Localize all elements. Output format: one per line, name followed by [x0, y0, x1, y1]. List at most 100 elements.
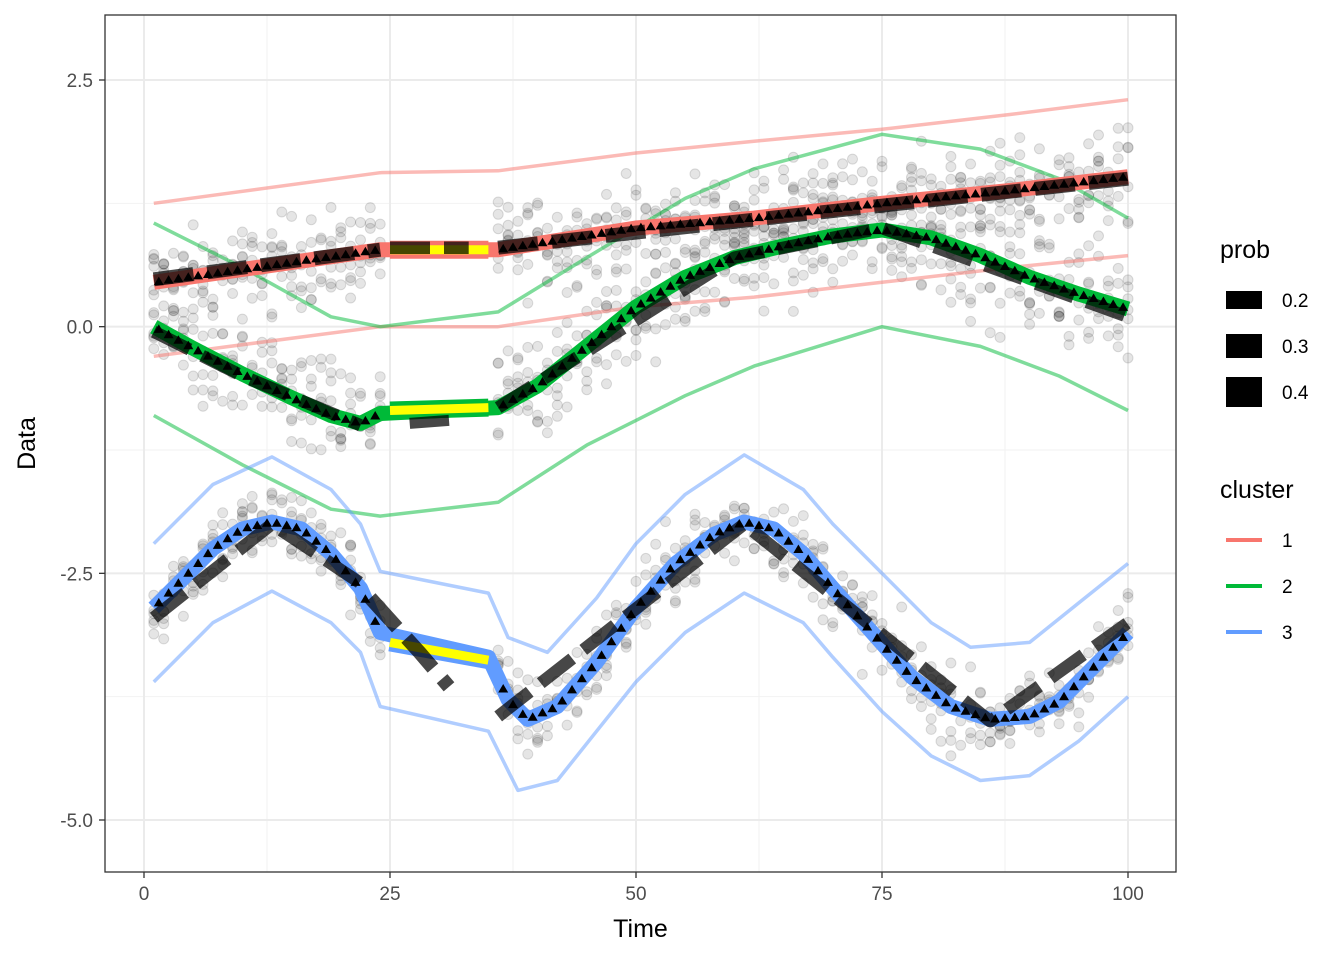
scatter-point [522, 341, 534, 353]
scatter-point [610, 349, 622, 361]
triangle-marker [744, 213, 755, 222]
triangle-marker [626, 223, 637, 233]
scatter-point [236, 226, 248, 238]
scatter-point [246, 490, 258, 502]
triangle-marker [1039, 704, 1050, 713]
scatter-point [728, 231, 740, 243]
scatter-point [551, 327, 563, 338]
triangle-marker [360, 246, 371, 256]
x-tick-label-4: 100 [1112, 884, 1144, 905]
scatter-point [325, 353, 337, 365]
scatter-point [906, 256, 917, 268]
scatter-point [699, 302, 711, 314]
band-lower-cluster-2 [152, 324, 1129, 518]
scatter-point [906, 176, 917, 188]
scatter-point [276, 239, 288, 251]
scatter-point [532, 734, 544, 746]
scatter-point [355, 277, 366, 289]
scatter-point [1004, 241, 1016, 253]
scatter-point [158, 258, 170, 270]
legend-prob-key-2 [1226, 377, 1262, 407]
scatter-point [266, 357, 278, 369]
legend-cluster: cluster 1 2 3 [1220, 476, 1294, 644]
scatter-point [187, 323, 199, 335]
scatter-point [305, 355, 317, 366]
scatter-point [758, 182, 770, 194]
triangle-marker [242, 371, 253, 380]
scatter-point [492, 223, 504, 235]
triangle-marker [557, 361, 568, 370]
scatter-point [177, 315, 189, 327]
triangle-marker [872, 198, 883, 208]
scatter-point [325, 425, 337, 437]
scatter-point [502, 219, 514, 231]
scatter-point [236, 331, 248, 343]
scatter-point [295, 302, 307, 314]
legend-prob: prob 0.2 0.3 0.4 [1220, 236, 1309, 407]
scatter-point [1112, 262, 1124, 274]
scatter-point [797, 177, 809, 189]
triangle-marker [832, 230, 843, 239]
legend-prob-key-0 [1226, 291, 1262, 309]
triangle-marker [803, 554, 814, 563]
scatter-point [335, 279, 347, 291]
triangle-marker [1078, 290, 1089, 300]
scatter-point [492, 357, 504, 369]
triangle-marker [567, 233, 577, 242]
scatter-point [610, 599, 622, 611]
scatter-point [197, 287, 209, 299]
triangle-marker [173, 273, 184, 283]
scatter-point [286, 269, 298, 281]
triangle-marker [183, 568, 194, 577]
triangle-marker [695, 266, 705, 275]
scatter-point [974, 282, 986, 294]
scatter-point [246, 359, 258, 371]
triangle-marker [685, 218, 696, 227]
scatter-point [246, 389, 258, 400]
scatter-point [974, 226, 986, 238]
scatter-point [512, 354, 524, 366]
triangle-marker [1118, 172, 1129, 181]
triangle-marker [842, 229, 853, 238]
triangle-marker [232, 366, 243, 375]
scatter-point [738, 201, 750, 213]
scatter-point [276, 372, 288, 384]
scatter-point [906, 693, 917, 705]
scatter-point [778, 173, 790, 185]
scatter-point [325, 278, 337, 290]
scatter-point [286, 364, 298, 376]
triangle-marker [527, 239, 538, 248]
triangle-marker [960, 189, 971, 199]
triangle-marker [212, 540, 223, 549]
scatter-point [650, 356, 662, 368]
scatter-point [207, 301, 219, 313]
scatter-point [276, 373, 288, 385]
scatter-point [965, 315, 977, 327]
triangle-marker [222, 361, 233, 370]
triangle-marker [1029, 708, 1040, 718]
scatter-point [945, 734, 957, 746]
scatter-point [286, 281, 298, 293]
scatter-point [660, 246, 671, 258]
scatter-point [551, 390, 563, 402]
scatter-point [168, 305, 179, 316]
scatter-point [945, 208, 957, 220]
y-axis-title: Data [13, 417, 41, 470]
triangle-marker [360, 415, 371, 425]
triangle-marker [163, 588, 174, 597]
scatter-point [187, 312, 199, 324]
triangle-marker [616, 623, 627, 632]
triangle-marker [724, 522, 735, 532]
triangle-marker [1059, 179, 1069, 188]
scatter-point [532, 736, 544, 748]
scatter-point [227, 548, 239, 560]
scatter-point [955, 177, 967, 189]
triangle-marker [941, 697, 951, 707]
triangle-marker [626, 305, 637, 315]
scatter-point [591, 212, 603, 224]
scatter-point [847, 174, 858, 186]
triangle-marker [1098, 174, 1109, 184]
scatter-point [827, 617, 839, 629]
scatter-point [984, 727, 996, 739]
scatter-point [522, 297, 534, 309]
